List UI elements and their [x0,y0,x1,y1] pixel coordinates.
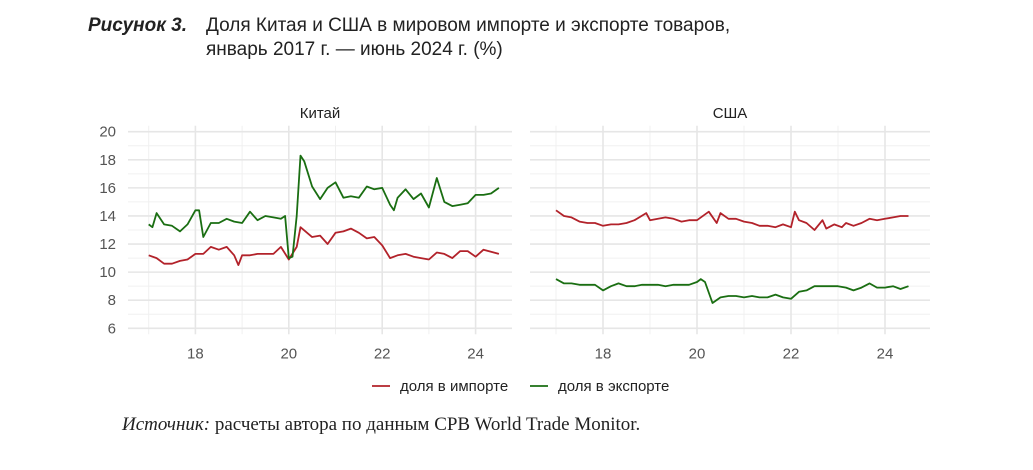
figure-title-line2: январь 2017 г. — июнь 2024 г. (%) [206,39,503,60]
y-tick-label: 8 [108,292,116,309]
y-tick-label: 16 [99,180,116,197]
source-text: расчеты автора по данным CPB World Trade… [210,414,641,435]
panel-title: США [713,105,748,122]
y-tick-label: 10 [99,264,116,281]
series-line-import [555,209,909,231]
series-line-export [148,154,500,260]
legend-label-import: доля в импорте [400,378,508,395]
x-tick-label: 22 [374,345,391,362]
source-label: Источник: [122,414,211,435]
x-tick-label: 18 [595,345,612,362]
figure-label: Рисунок 3. [88,15,187,36]
y-tick-label: 18 [99,152,116,169]
x-tick-label: 18 [187,345,204,362]
x-tick-label: 22 [783,345,800,362]
figure-title-line1: Доля Китая и США в мировом импорте и экс… [206,15,731,36]
legend-label-export: доля в экспорте [558,378,669,395]
series-line-import [148,226,500,267]
x-tick-label: 20 [280,345,297,362]
x-tick-label: 20 [689,345,706,362]
y-tick-label: 14 [99,208,116,225]
y-tick-label: 6 [108,320,116,337]
y-tick-label: 12 [99,236,116,253]
x-tick-label: 24 [467,345,484,362]
x-tick-label: 24 [877,345,894,362]
y-tick-label: 20 [99,124,116,141]
panel-title: Китай [300,105,341,122]
source-note: Источник: расчеты автора по данным CPB W… [122,414,640,436]
series-line-export [555,278,909,304]
